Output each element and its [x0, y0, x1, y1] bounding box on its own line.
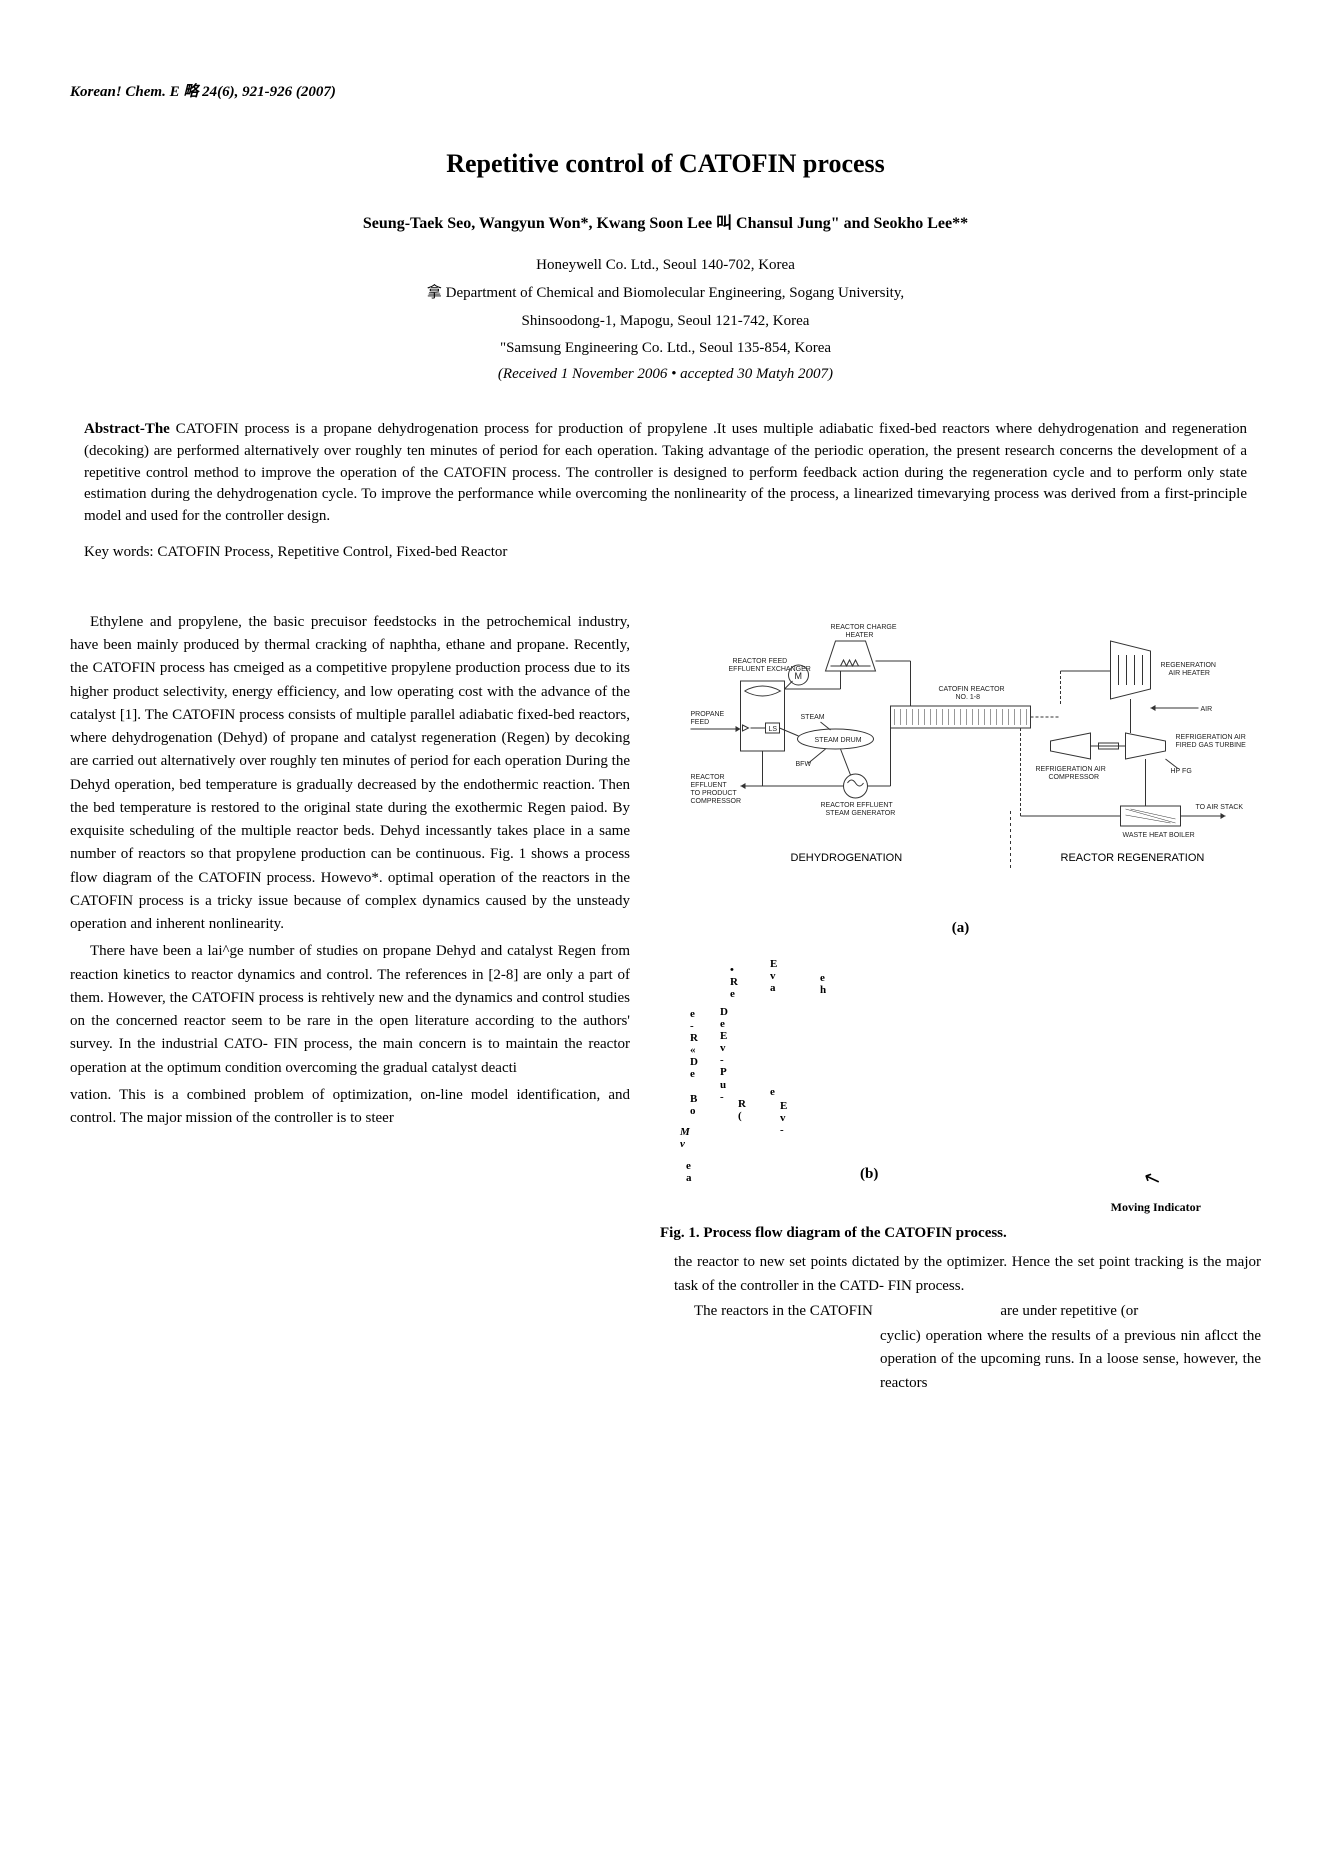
right-trail: cyclic) operation where the results of a… [880, 1325, 1261, 1395]
affiliation-3: Shinsoodong-1, Mapogu, Seoul 121-742, Ko… [70, 311, 1261, 333]
svg-text:STEAM GENERATOR: STEAM GENERATOR [826, 810, 896, 817]
right-cont-2b: are under repetitive (or [1000, 1303, 1138, 1319]
svg-text:REACTOR FEED: REACTOR FEED [733, 658, 788, 665]
figure-1b-label: (b) [860, 1166, 878, 1183]
figure-1a-label: (a) [660, 917, 1261, 940]
svg-text:NO. 1-8: NO. 1-8 [956, 694, 981, 701]
svg-text:COMPRESSOR: COMPRESSOR [1049, 774, 1100, 781]
paragraph-1: Ethylene and propylene, the basic precui… [70, 611, 630, 937]
svg-text:COMPRESSOR: COMPRESSOR [691, 798, 742, 805]
svg-text:HP FG: HP FG [1171, 768, 1192, 775]
figure-1b-diagram: •Re Eva eh e-R«DeBo DeEv-Pu- R( e Ev- Mv… [660, 958, 1261, 1218]
svg-text:REGENERATION: REGENERATION [1161, 662, 1217, 669]
svg-text:AIR HEATER: AIR HEATER [1169, 670, 1211, 677]
right-continuation-2: The reactors in the CATOFIN are under re… [674, 1300, 1261, 1323]
svg-text:HEATER: HEATER [846, 632, 874, 639]
svg-text:REACTOR: REACTOR [691, 774, 725, 781]
left-column: Ethylene and propylene, the basic precui… [70, 611, 630, 1395]
affiliation-1: Honeywell Co. Ltd., Seoul 140-702, Korea [70, 255, 1261, 277]
svg-text:REACTOR EFFLUENT: REACTOR EFFLUENT [821, 802, 894, 809]
svg-text:REFRIGERATION AIR: REFRIGERATION AIR [1036, 766, 1106, 773]
abstract-body: CATOFIN process is a propane dehydrogena… [84, 421, 1247, 524]
regen-label: REACTOR REGENERATION [1061, 852, 1205, 864]
right-continuation-1: the reactor to new set points dictated b… [674, 1251, 1261, 1298]
svg-text:REACTOR CHARGE: REACTOR CHARGE [831, 624, 897, 631]
received-line: (Received 1 November 2006 • accepted 30 … [70, 366, 1261, 383]
paragraph-3: vation. This is a combined problem of op… [70, 1084, 630, 1131]
abstract-lead: Abstract-The [84, 421, 176, 437]
figure-1a-diagram: PROPANE FEED REACTOR FEED EFFLUENT EXCHA… [660, 611, 1261, 911]
journal-reference: Korean! Chem. E 略 24(6), 921-926 (2007) [70, 80, 1261, 101]
svg-text:AIR: AIR [1201, 706, 1213, 713]
paragraph-2: There have been a lai^ge number of studi… [70, 940, 630, 1080]
dehyd-label: DEHYDROGENATION [791, 852, 903, 864]
svg-text:TO PRODUCT: TO PRODUCT [691, 790, 738, 797]
svg-text:PROPANE: PROPANE [691, 711, 725, 718]
moving-indicator-label: Moving Indicator [1111, 1201, 1201, 1214]
moving-arrow-icon: ↖ [1141, 1166, 1164, 1192]
right-column: PROPANE FEED REACTOR FEED EFFLUENT EXCHA… [660, 611, 1261, 1395]
svg-text:CATOFIN REACTOR: CATOFIN REACTOR [939, 686, 1005, 693]
svg-text:FIRED GAS TURBINE: FIRED GAS TURBINE [1176, 742, 1247, 749]
svg-text:LS: LS [769, 726, 778, 733]
right-cont-2a: The reactors in the CATOFIN [694, 1303, 873, 1319]
svg-text:M: M [795, 671, 803, 681]
svg-text:WASTE HEAT BOILER: WASTE HEAT BOILER [1123, 832, 1195, 839]
authors-line: Seung-Taek Seo, Wangyun Won*, Kwang Soon… [70, 209, 1261, 233]
figure-1-caption: Fig. 1. Process flow diagram of the CATO… [660, 1222, 1261, 1245]
svg-text:STEAM DRUM: STEAM DRUM [815, 737, 862, 744]
abstract: Abstract-The CATOFIN process is a propan… [84, 419, 1247, 528]
paper-title: Repetitive control of CATOFIN process [70, 149, 1261, 179]
svg-text:TO AIR STACK: TO AIR STACK [1196, 804, 1244, 811]
affiliation-4: "Samsung Engineering Co. Ltd., Seoul 135… [70, 338, 1261, 360]
svg-text:STEAM: STEAM [801, 714, 825, 721]
svg-text:FEED: FEED [691, 719, 710, 726]
affiliation-2: 拿 Department of Chemical and Biomolecula… [70, 283, 1261, 305]
svg-text:EFFLUENT: EFFLUENT [691, 782, 728, 789]
svg-text:REFRIGERATION AIR: REFRIGERATION AIR [1176, 734, 1246, 741]
keywords-line: Key words: CATOFIN Process, Repetitive C… [84, 544, 1247, 561]
